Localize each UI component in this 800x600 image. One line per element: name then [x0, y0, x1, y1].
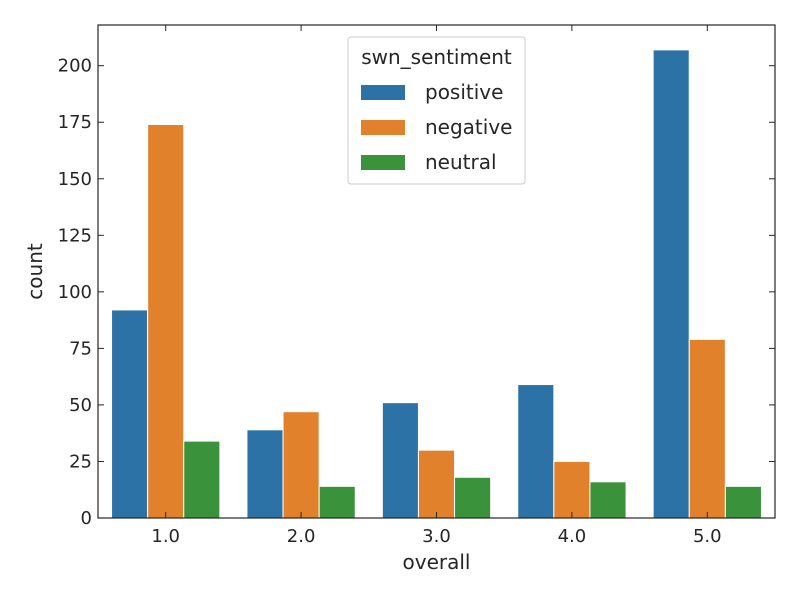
y-tick-label: 100 — [58, 282, 92, 303]
bar-positive-5-0 — [652, 49, 690, 519]
legend-label-negative: negative — [425, 115, 512, 139]
bar-negative-1-0 — [147, 124, 185, 519]
bar-positive-2-0 — [246, 429, 284, 519]
legend-swatch-negative — [361, 120, 405, 135]
x-tick-label: 3.0 — [422, 526, 451, 547]
y-tick-label: 0 — [81, 508, 92, 529]
x-tick-label: 1.0 — [151, 526, 180, 547]
y-tick-label: 150 — [58, 169, 92, 190]
y-tick-label: 75 — [69, 338, 92, 359]
plot-frame — [97, 24, 776, 519]
y-tick-label: 200 — [58, 56, 92, 77]
bar-positive-1-0 — [111, 309, 149, 519]
y-tick-label: 50 — [69, 395, 92, 416]
bar-negative-3-0 — [417, 449, 456, 519]
bar-neutral-1-0 — [183, 440, 221, 519]
x-axis-label: overall — [403, 550, 471, 574]
x-tick-label: 2.0 — [287, 526, 316, 547]
bar-positive-3-0 — [381, 402, 419, 519]
x-tick-label: 4.0 — [558, 526, 587, 547]
y-axis-ticks: 0 25 50 75 100 125 150 175 200 — [58, 56, 775, 529]
bar-negative-4-0 — [553, 460, 591, 519]
legend-title: swn_sentiment — [361, 45, 512, 69]
y-tick-label: 175 — [58, 112, 92, 133]
bar-neutral-4-0 — [589, 481, 627, 519]
legend-swatch-positive — [361, 85, 405, 100]
bar-neutral-3-0 — [454, 476, 492, 519]
bar-neutral-2-0 — [318, 485, 356, 519]
legend: swn_sentiment positive negative neutral — [347, 36, 526, 185]
y-tick-label: 25 — [69, 451, 92, 472]
legend-label-positive: positive — [425, 80, 503, 104]
bar-negative-5-0 — [688, 338, 726, 519]
bar-positive-4-0 — [517, 384, 555, 519]
bars-group — [111, 49, 762, 519]
legend-box — [347, 36, 526, 185]
y-axis-label: count — [23, 243, 47, 300]
x-axis-ticks: 1.0 2.0 3.0 4.0 5.0 — [151, 25, 722, 547]
bar-neutral-5-0 — [724, 485, 762, 519]
y-tick-label: 125 — [58, 225, 92, 246]
legend-items: positive negative neutral — [361, 80, 512, 174]
bar-negative-2-0 — [282, 411, 320, 519]
x-tick-label: 5.0 — [693, 526, 722, 547]
legend-swatch-neutral — [361, 155, 405, 170]
legend-label-neutral: neutral — [425, 150, 497, 174]
